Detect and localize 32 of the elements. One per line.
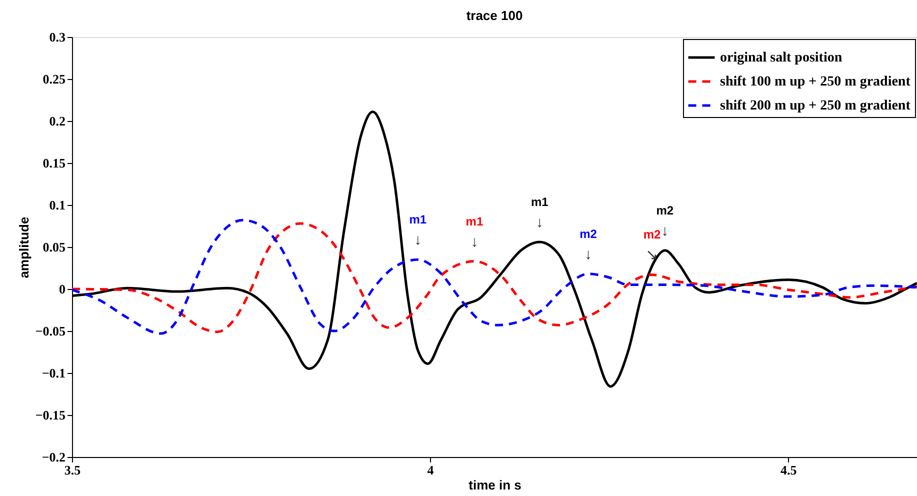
x-axis-title: time in s	[468, 478, 522, 492]
x-tick-label: 3.5	[64, 462, 82, 478]
y-tick-label: 0.3	[49, 30, 66, 44]
annotation: ↓	[536, 214, 544, 231]
chart-title: trace 100	[466, 8, 523, 23]
annotation: ↓	[470, 233, 478, 250]
annotation: m1	[530, 194, 549, 209]
y-tick-label: −0.15	[35, 408, 66, 422]
y-tick-label: −0.05	[35, 324, 66, 338]
y-tick-label: 0.05	[42, 240, 66, 254]
y-tick-label: −0.2	[42, 450, 66, 464]
y-tick-label: 0	[59, 282, 66, 296]
legend-label: shift 200 m up + 250 m gradient	[720, 98, 911, 114]
annotation: m1	[466, 214, 484, 228]
annotation: ↓	[584, 246, 592, 263]
y-tick-label: 0.1	[49, 198, 66, 212]
x-tick-label: 4	[427, 462, 434, 478]
annotation: ↘	[646, 246, 659, 264]
x-tick-label: 4.5	[780, 462, 798, 478]
legend-label: original salt position	[720, 50, 842, 66]
y-tick-label: 0.15	[42, 156, 66, 170]
y-axis-title: amplitude	[16, 216, 32, 278]
legend-label: shift 100 m up + 250 m gradient	[720, 74, 911, 90]
y-tick-label: −0.1	[42, 366, 66, 380]
annotation: m1	[409, 212, 427, 227]
annotation: m2	[580, 226, 598, 241]
annotation: ↓	[661, 222, 669, 240]
annotation: m2	[656, 203, 674, 218]
annotation: ↓	[414, 232, 422, 249]
y-tick-label: 0.25	[42, 72, 66, 86]
y-tick-label: 0.2	[49, 114, 66, 128]
annotation: m2	[643, 228, 662, 242]
